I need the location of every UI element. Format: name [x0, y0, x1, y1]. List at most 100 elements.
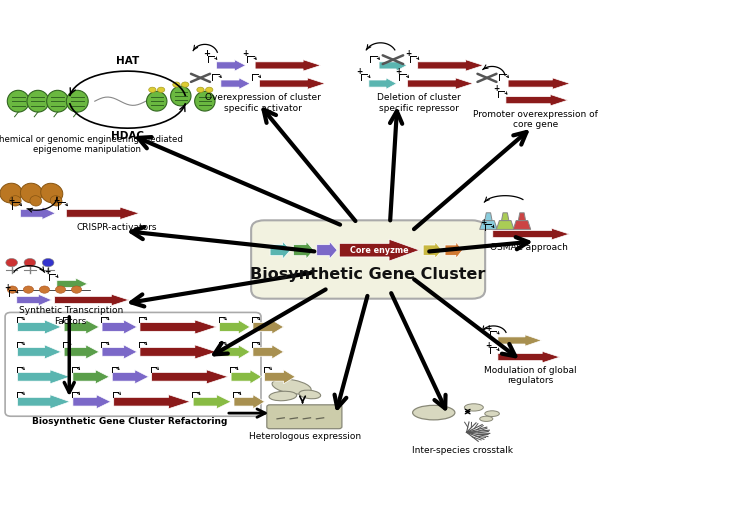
Polygon shape	[498, 335, 542, 346]
Text: +: +	[8, 196, 14, 205]
Polygon shape	[369, 78, 397, 89]
Polygon shape	[102, 320, 137, 334]
Circle shape	[6, 258, 17, 267]
Polygon shape	[498, 351, 560, 363]
Ellipse shape	[269, 391, 297, 401]
Polygon shape	[502, 213, 509, 221]
Polygon shape	[17, 370, 70, 384]
Polygon shape	[485, 213, 492, 221]
Circle shape	[7, 286, 17, 293]
Polygon shape	[112, 370, 149, 384]
Circle shape	[157, 87, 165, 92]
Text: OSMAC approach: OSMAC approach	[490, 243, 567, 252]
Polygon shape	[217, 60, 246, 71]
Polygon shape	[17, 320, 61, 334]
Circle shape	[42, 258, 54, 267]
Text: Overexpression of cluster
specific activator: Overexpression of cluster specific activ…	[205, 93, 320, 113]
Text: Heterologous expression: Heterologous expression	[249, 432, 361, 441]
Polygon shape	[506, 94, 568, 106]
Polygon shape	[317, 241, 338, 259]
Polygon shape	[114, 394, 190, 409]
Polygon shape	[508, 78, 570, 89]
Text: Core enyzme: Core enyzme	[350, 245, 409, 255]
Ellipse shape	[20, 183, 42, 203]
Text: +: +	[243, 49, 249, 58]
Polygon shape	[55, 294, 129, 306]
Text: +: +	[405, 49, 411, 58]
Polygon shape	[493, 228, 569, 240]
Circle shape	[23, 286, 34, 293]
Ellipse shape	[485, 411, 499, 416]
Circle shape	[24, 258, 36, 267]
Polygon shape	[513, 221, 531, 229]
Polygon shape	[255, 60, 321, 71]
Polygon shape	[20, 207, 55, 220]
Polygon shape	[340, 239, 420, 261]
Polygon shape	[270, 241, 291, 259]
Ellipse shape	[147, 91, 167, 111]
Polygon shape	[265, 370, 295, 384]
Circle shape	[182, 82, 189, 87]
Ellipse shape	[413, 405, 455, 420]
Polygon shape	[408, 78, 473, 89]
Text: +: +	[486, 340, 491, 350]
Ellipse shape	[66, 90, 88, 112]
Text: Biosynthetic Gene Cluster: Biosynthetic Gene Cluster	[251, 267, 486, 281]
Polygon shape	[17, 345, 61, 359]
Ellipse shape	[299, 390, 321, 399]
Text: Inter-species crosstalk: Inter-species crosstalk	[413, 446, 513, 455]
Circle shape	[149, 87, 156, 92]
Polygon shape	[193, 394, 231, 409]
Polygon shape	[253, 320, 284, 334]
Text: +: +	[494, 84, 499, 93]
Circle shape	[39, 286, 50, 293]
Circle shape	[206, 87, 213, 92]
Polygon shape	[221, 78, 250, 89]
Polygon shape	[496, 221, 514, 229]
Ellipse shape	[171, 86, 191, 106]
Polygon shape	[102, 345, 137, 359]
Text: +: +	[480, 217, 486, 227]
Text: HDAC: HDAC	[111, 131, 144, 141]
Circle shape	[71, 286, 82, 293]
Polygon shape	[73, 394, 111, 409]
Text: +: +	[486, 324, 491, 333]
Polygon shape	[140, 345, 217, 359]
Text: +: +	[4, 283, 10, 292]
Ellipse shape	[272, 379, 311, 394]
FancyBboxPatch shape	[251, 220, 486, 299]
Text: HAT: HAT	[116, 56, 139, 66]
Polygon shape	[140, 320, 217, 334]
Ellipse shape	[50, 196, 62, 206]
Text: +: +	[203, 49, 210, 58]
Polygon shape	[293, 241, 314, 259]
Text: Promoter overexpression of
core gene: Promoter overexpression of core gene	[473, 110, 599, 129]
Polygon shape	[260, 78, 325, 89]
Circle shape	[197, 87, 204, 92]
Ellipse shape	[41, 183, 63, 203]
Polygon shape	[418, 60, 483, 71]
FancyBboxPatch shape	[267, 405, 342, 429]
Ellipse shape	[195, 91, 215, 111]
Polygon shape	[379, 60, 407, 71]
Polygon shape	[231, 370, 262, 384]
Polygon shape	[66, 207, 139, 220]
Text: Chemical or genomic engineering mediated
epigenome manipulation: Chemical or genomic engineering mediated…	[0, 135, 182, 154]
Text: Synthetic Transcription
Factors: Synthetic Transcription Factors	[18, 306, 123, 325]
Polygon shape	[73, 370, 109, 384]
Ellipse shape	[480, 416, 493, 421]
Text: Modulation of global
regulators: Modulation of global regulators	[483, 366, 577, 385]
Ellipse shape	[464, 404, 483, 411]
Polygon shape	[17, 294, 52, 306]
Ellipse shape	[7, 90, 29, 112]
Text: +: +	[356, 67, 362, 76]
Text: CRISPR-activators: CRISPR-activators	[77, 223, 157, 232]
Polygon shape	[253, 345, 284, 359]
Text: +: +	[395, 67, 401, 76]
Text: Biosynthetic Gene Cluster Refactoring: Biosynthetic Gene Cluster Refactoring	[31, 417, 227, 426]
Polygon shape	[17, 394, 70, 409]
Polygon shape	[518, 213, 526, 221]
Polygon shape	[423, 242, 442, 258]
Ellipse shape	[47, 90, 69, 112]
Polygon shape	[64, 345, 99, 359]
